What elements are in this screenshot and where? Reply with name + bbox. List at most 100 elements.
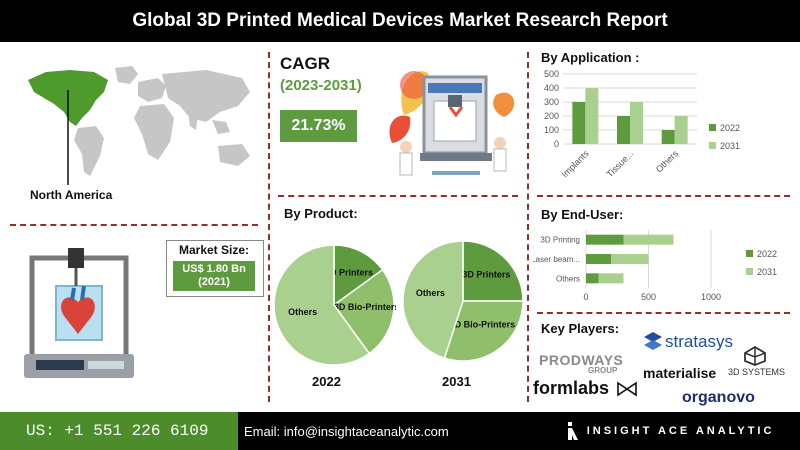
3d-systems-logo-icon: [744, 346, 766, 366]
divider-middle-horizontal: [278, 195, 518, 197]
map-south-america: [74, 126, 104, 176]
app-x-tick-label: Implants: [560, 148, 591, 179]
enduser-bar-2022-1: [586, 254, 611, 264]
pie-2022-slice-2: [273, 244, 371, 366]
prodways-logo-sub: GROUP: [588, 366, 618, 375]
map-africa: [134, 104, 174, 160]
pie-2022-title: 2022: [312, 374, 341, 389]
by-end-user-chart: 0 500 1000 3D Printing Laser beam... Others 20…: [533, 230, 777, 302]
map-europe: [138, 78, 166, 102]
map-greenland: [115, 66, 138, 84]
divider-right-horizontal-1: [537, 195, 790, 197]
app-bar-2031-1: [630, 102, 643, 144]
key-players-title: Key Players:: [541, 321, 620, 336]
cagr-value: 21.73%: [291, 117, 346, 134]
region-label: North America: [30, 188, 113, 202]
enduser-legend-swatch: [746, 268, 753, 275]
divider-right-horizontal-2: [537, 312, 790, 314]
enduser-x-tick-label: 500: [641, 292, 656, 302]
market-size-label: Market Size:: [178, 243, 250, 257]
lab-illustration: [389, 71, 515, 176]
app-legend-swatch: [709, 142, 716, 149]
divider-right: [527, 52, 529, 402]
map-australia: [218, 144, 250, 166]
app-bar-2022-1: [617, 116, 630, 144]
pie-2022-slice-label-0: 3D Printers: [325, 268, 373, 278]
printer-heart-illustration: [24, 248, 134, 378]
pie-2031-slice-1: [443, 300, 524, 362]
app-bar-2031-0: [585, 88, 599, 144]
enduser-bar-2031-2: [598, 273, 624, 284]
pie-2031-slice-label-0: 3D Printers: [462, 270, 510, 280]
brand-logo-icon: [567, 422, 578, 440]
by-product-title: By Product:: [284, 206, 358, 221]
app-legend-label: 2031: [720, 141, 740, 151]
prodways-logo: PRODWAYS: [539, 352, 624, 368]
market-size-year: (2021): [198, 276, 230, 288]
map-southeast-asia: [212, 120, 230, 134]
enduser-x-tick-label: 0: [583, 292, 588, 302]
divider-left-horizontal: [10, 224, 258, 226]
app-y-tick-label: 100: [544, 125, 559, 135]
enduser-legend-label: 2031: [757, 267, 777, 277]
report-title-bar: Global 3D Printed Medical Devices Market…: [0, 0, 800, 42]
map-asia: [162, 70, 250, 122]
app-y-tick-label: 300: [544, 97, 559, 107]
market-size-badge: US$ 1.80 Bn (2021): [173, 261, 255, 291]
pie-2031-slice-2: [402, 240, 464, 360]
stratasys-logo: stratasys: [665, 332, 734, 351]
by-end-user-title: By End-User:: [541, 207, 624, 222]
organovo-logo: organovo: [682, 389, 755, 406]
enduser-y-tick-label: Laser beam...: [533, 255, 580, 264]
by-application-chart: 0 100 200 300 400 500 Implants Tissue... Others 2…: [544, 69, 740, 179]
by-product-pie-2022: 3D Printers 3D Bio-Printers Others: [273, 244, 396, 366]
pie-2022-slice-label-1: 3D Bio-Printers: [334, 302, 396, 312]
formlabs-logo-icon: [617, 381, 637, 397]
pie-2031-slice-label-1: 3D Bio-Printers: [450, 320, 516, 330]
world-map: [28, 66, 250, 185]
formlabs-logo: formlabs: [533, 378, 610, 398]
pie-2031-title: 2031: [442, 374, 471, 389]
footer-brand: INSIGHT ACE ANALYTIC: [586, 425, 775, 437]
enduser-bar-2031-0: [623, 234, 674, 245]
footer-phone: US: +1 551 226 6109: [26, 422, 209, 440]
pie-2031-slice-label-2: Others: [416, 288, 445, 298]
divider-left: [268, 52, 270, 402]
enduser-bar-2022-0: [586, 234, 624, 245]
report-title: Global 3D Printed Medical Devices Market…: [132, 10, 668, 31]
3d-systems-logo: 3D SYSTEMS: [728, 367, 786, 377]
app-x-tick-label: Others: [654, 148, 681, 175]
footer-info-bar: Email: info@insightaceanalytic.com INSIG…: [238, 412, 800, 450]
cagr-period: (2023-2031): [280, 77, 362, 94]
pie-2022-slice-0: [333, 244, 384, 307]
app-legend-swatch: [709, 124, 716, 131]
app-legend-label: 2022: [720, 123, 740, 133]
pie-2022-slice-label-2: Others: [288, 307, 317, 317]
footer-email: Email: info@insightaceanalytic.com: [244, 423, 449, 439]
app-x-tick-label: Tissue...: [605, 148, 636, 179]
pie-2022-slice-1: [332, 268, 395, 355]
enduser-legend-label: 2022: [757, 249, 777, 259]
app-y-tick-label: 200: [544, 111, 559, 121]
enduser-x-tick-label: 1000: [701, 292, 721, 302]
by-product-pie-2031: 3D Printers 3D Bio-Printers Others: [402, 240, 524, 362]
cagr-label: CAGR: [280, 54, 331, 73]
map-india: [188, 112, 198, 130]
stratasys-logo-icon: [644, 332, 662, 350]
app-bar-2022-0: [572, 102, 586, 144]
pie-2031-slice-0: [462, 240, 524, 302]
app-y-tick-label: 500: [544, 69, 559, 79]
enduser-y-tick-label: Others: [556, 274, 580, 283]
market-size-frame: [166, 240, 264, 297]
cagr-value-badge: 21.73%: [280, 110, 357, 142]
app-bar-2031-2: [674, 116, 688, 144]
materialise-logo: materialise: [643, 365, 717, 381]
app-y-tick-label: 0: [554, 139, 559, 149]
enduser-bar-2031-1: [611, 254, 649, 264]
enduser-y-tick-label: 3D Printing: [540, 236, 580, 245]
market-size-value: US$ 1.80 Bn: [182, 263, 246, 275]
enduser-bar-2022-2: [586, 273, 599, 284]
app-y-tick-label: 400: [544, 83, 559, 93]
by-application-title: By Application :: [541, 50, 640, 65]
app-bar-2022-2: [661, 130, 675, 144]
